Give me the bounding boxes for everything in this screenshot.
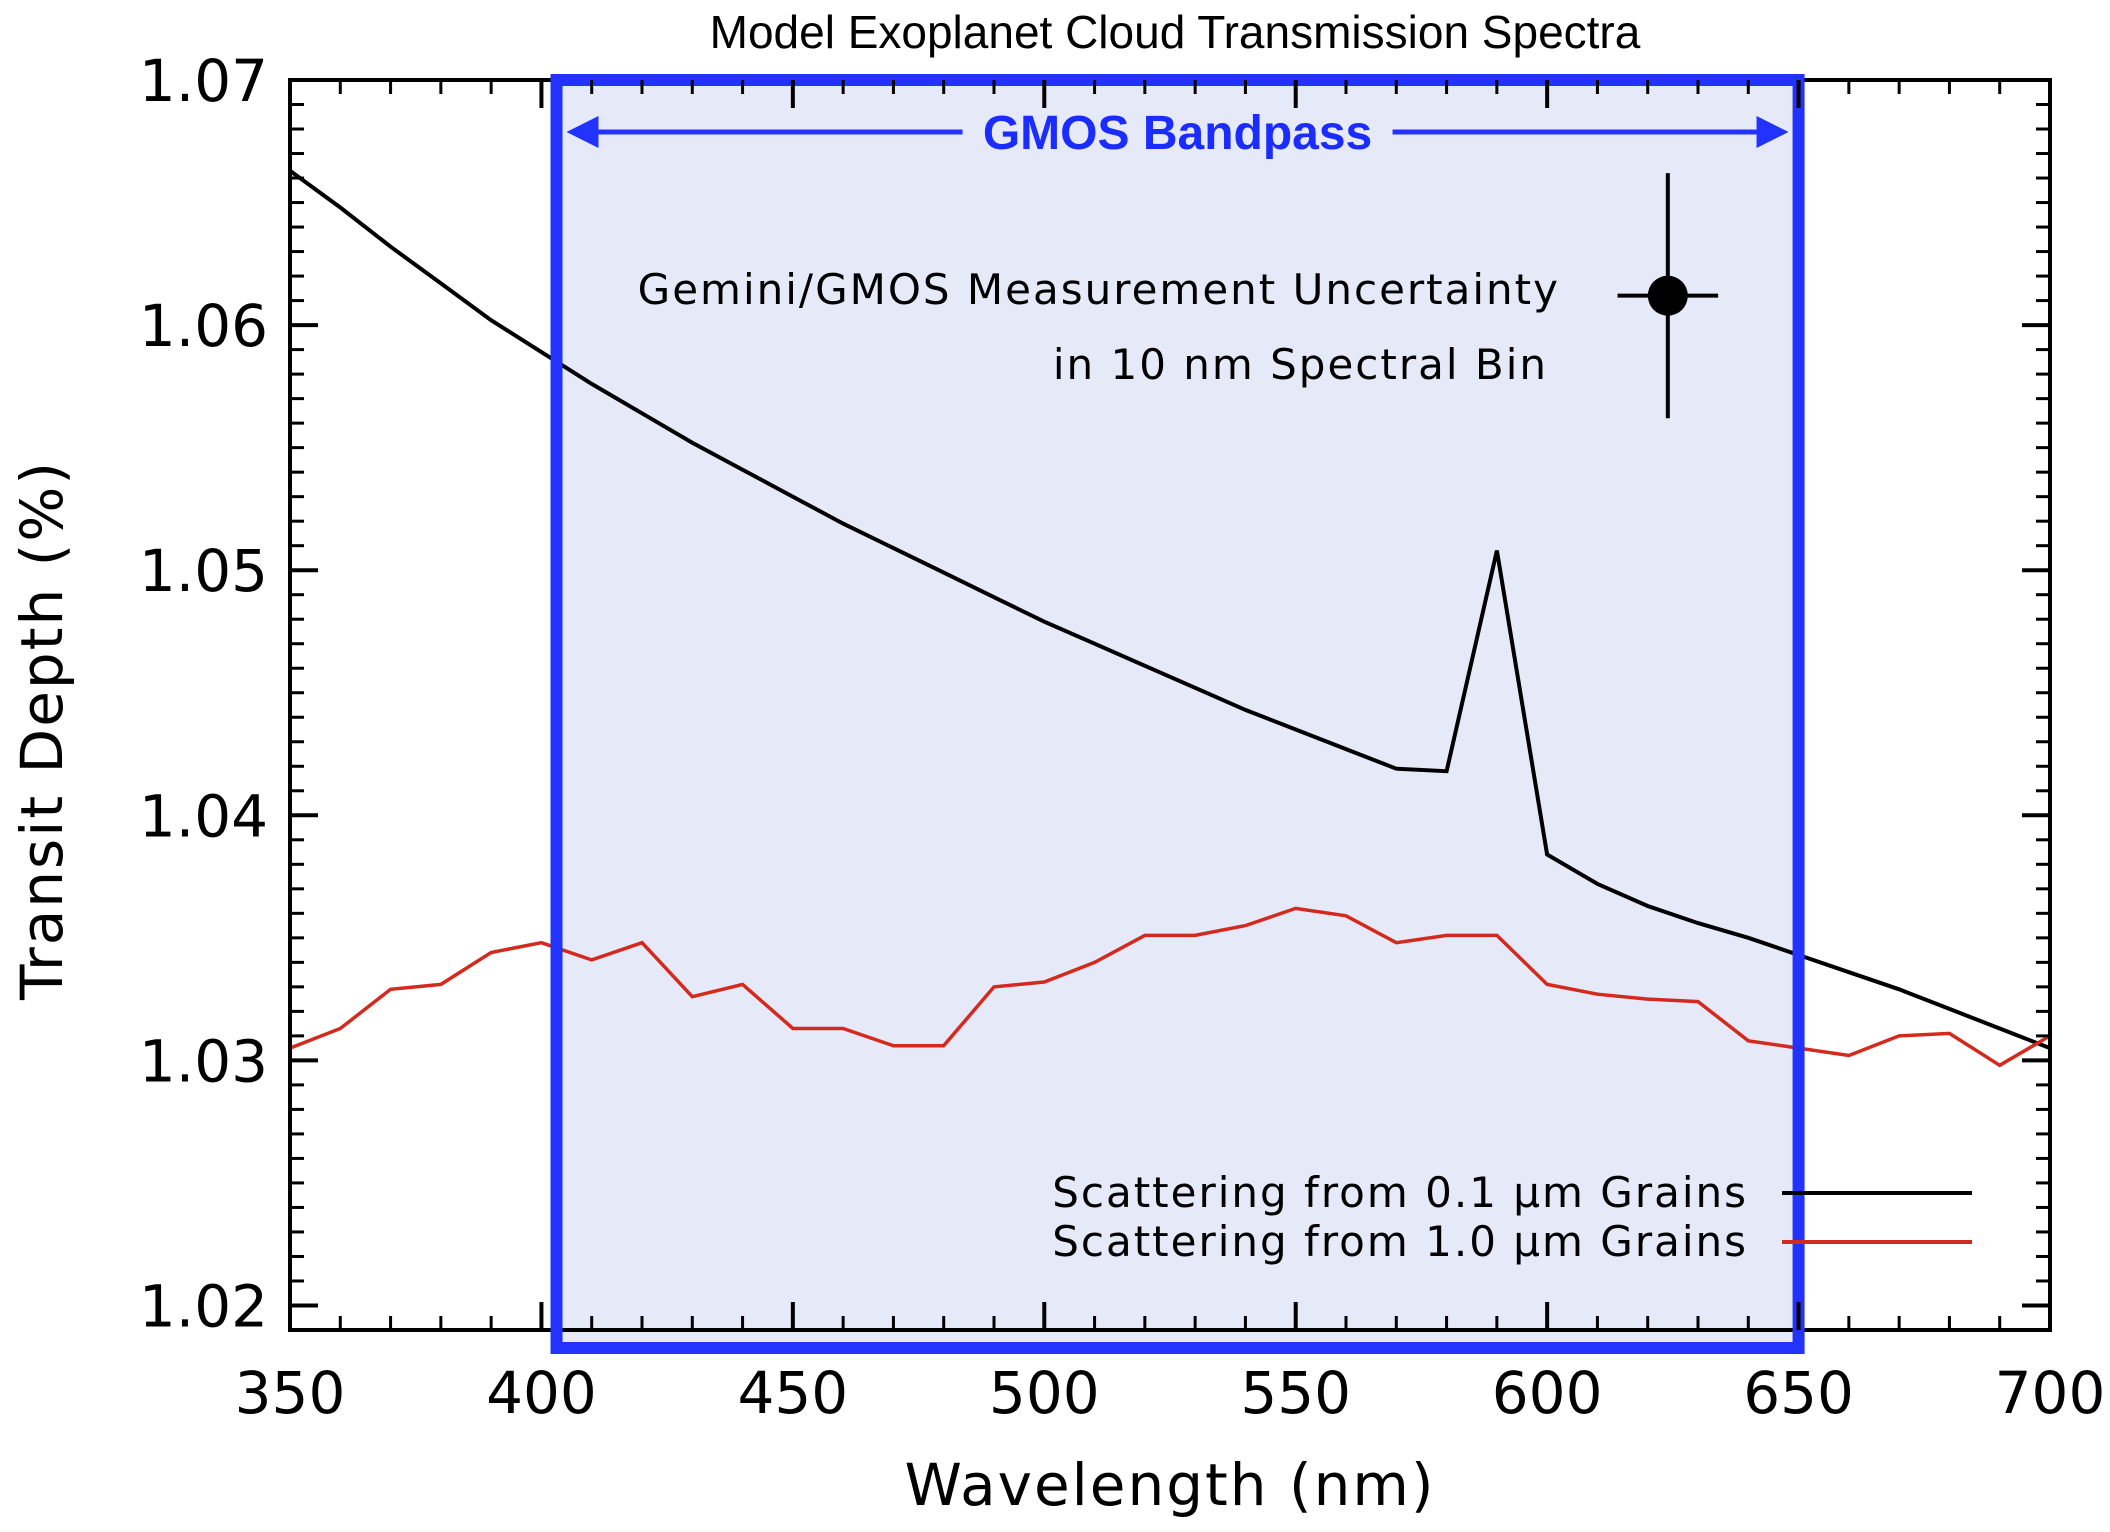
uncertainty-label-line-2: in 10 nm Spectral Bin: [1053, 340, 1548, 389]
gmos-bandpass-layer: GMOS Bandpass: [556, 80, 1799, 1348]
gmos-bandpass-border: [550, 74, 1805, 1354]
y-axis-label: Transit Depth (%): [8, 460, 76, 1001]
x-tick-label: 650: [1743, 1359, 1854, 1427]
legend: Scattering from 0.1 μm Grains Scattering…: [1052, 1168, 1972, 1266]
x-tick-label: 550: [1240, 1359, 1351, 1427]
y-tick-label: 1.06: [139, 292, 268, 360]
legend-label-0-1um: Scattering from 0.1 μm Grains: [1052, 1168, 1748, 1217]
x-tick-label: 350: [235, 1359, 346, 1427]
y-tick-label: 1.05: [139, 537, 268, 605]
y-tick-label: 1.03: [139, 1027, 268, 1095]
y-tick-label: 1.02: [139, 1272, 268, 1340]
uncertainty-label-line-1: Gemini/GMOS Measurement Uncertainty: [638, 265, 1560, 314]
bandpass-arrowhead-right: [1756, 116, 1789, 148]
x-tick-label: 700: [1995, 1359, 2106, 1427]
bandpass-label: GMOS Bandpass: [983, 107, 1372, 160]
error-bar-point: [1647, 275, 1688, 316]
ticks-layer: 350 400 450 500 550 600 650 700 1.02 1.03 1.04 1.05…: [139, 47, 2106, 1427]
y-tick-label: 1.04: [139, 782, 268, 850]
error-bar-layer: Gemini/GMOS Measurement Uncertainty in 1…: [638, 173, 1719, 419]
legend-label-1-0um: Scattering from 1.0 μm Grains: [1052, 1217, 1748, 1266]
x-axis-label: Wavelength (nm): [904, 1451, 1435, 1519]
chart-title: Model Exoplanet Cloud Transmission Spect…: [710, 6, 1641, 58]
bandpass-arrowhead-left: [566, 116, 599, 148]
series-line-1: [289, 906, 2051, 1068]
x-tick-label: 450: [737, 1359, 848, 1427]
series-line-0: [288, 169, 2051, 1050]
x-tick-label: 600: [1492, 1359, 1603, 1427]
bandpass-border-layer: [550, 74, 1805, 1354]
x-tick-label: 500: [989, 1359, 1100, 1427]
gmos-bandpass-region: [556, 80, 1799, 1348]
y-tick-label: 1.07: [139, 47, 268, 115]
series-layer: [288, 169, 2051, 1068]
x-tick-label: 400: [486, 1359, 597, 1427]
